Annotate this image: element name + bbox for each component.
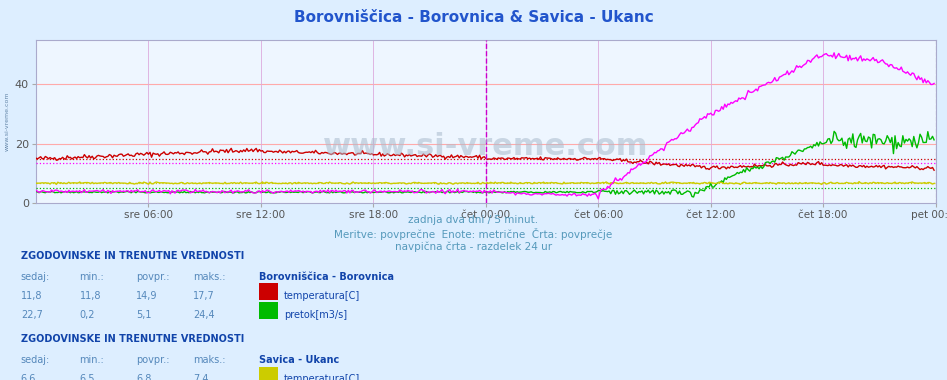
Text: Borovniščica - Borovnica: Borovniščica - Borovnica <box>259 272 395 282</box>
Text: www.si-vreme.com: www.si-vreme.com <box>5 92 10 151</box>
Text: sedaj:: sedaj: <box>21 272 50 282</box>
Text: 6,6: 6,6 <box>21 374 36 380</box>
Text: ZGODOVINSKE IN TRENUTNE VREDNOSTI: ZGODOVINSKE IN TRENUTNE VREDNOSTI <box>21 334 244 344</box>
Text: temperatura[C]: temperatura[C] <box>284 291 361 301</box>
Text: 6,8: 6,8 <box>136 374 152 380</box>
Text: Savica - Ukanc: Savica - Ukanc <box>259 355 340 365</box>
Text: povpr.:: povpr.: <box>136 272 170 282</box>
Text: 5,1: 5,1 <box>136 310 152 320</box>
Text: 14,9: 14,9 <box>136 291 158 301</box>
Text: maks.:: maks.: <box>193 272 225 282</box>
Text: zadnja dva dni / 5 minut.: zadnja dva dni / 5 minut. <box>408 215 539 225</box>
Text: 17,7: 17,7 <box>193 291 215 301</box>
Text: Meritve: povprečne  Enote: metrične  Črta: povprečje: Meritve: povprečne Enote: metrične Črta:… <box>334 228 613 240</box>
Text: min.:: min.: <box>80 355 104 365</box>
Text: min.:: min.: <box>80 272 104 282</box>
Text: 11,8: 11,8 <box>80 291 101 301</box>
Text: navpična črta - razdelek 24 ur: navpična črta - razdelek 24 ur <box>395 241 552 252</box>
Text: 6,5: 6,5 <box>80 374 95 380</box>
Text: 22,7: 22,7 <box>21 310 43 320</box>
Text: www.si-vreme.com: www.si-vreme.com <box>323 131 649 161</box>
Text: maks.:: maks.: <box>193 355 225 365</box>
Text: temperatura[C]: temperatura[C] <box>284 374 361 380</box>
Text: pretok[m3/s]: pretok[m3/s] <box>284 310 348 320</box>
Text: 7,4: 7,4 <box>193 374 208 380</box>
Text: 0,2: 0,2 <box>80 310 95 320</box>
Text: 11,8: 11,8 <box>21 291 43 301</box>
Text: povpr.:: povpr.: <box>136 355 170 365</box>
Text: ZGODOVINSKE IN TRENUTNE VREDNOSTI: ZGODOVINSKE IN TRENUTNE VREDNOSTI <box>21 251 244 261</box>
Text: 24,4: 24,4 <box>193 310 215 320</box>
Text: Borovniščica - Borovnica & Savica - Ukanc: Borovniščica - Borovnica & Savica - Ukan… <box>294 10 653 24</box>
Text: sedaj:: sedaj: <box>21 355 50 365</box>
